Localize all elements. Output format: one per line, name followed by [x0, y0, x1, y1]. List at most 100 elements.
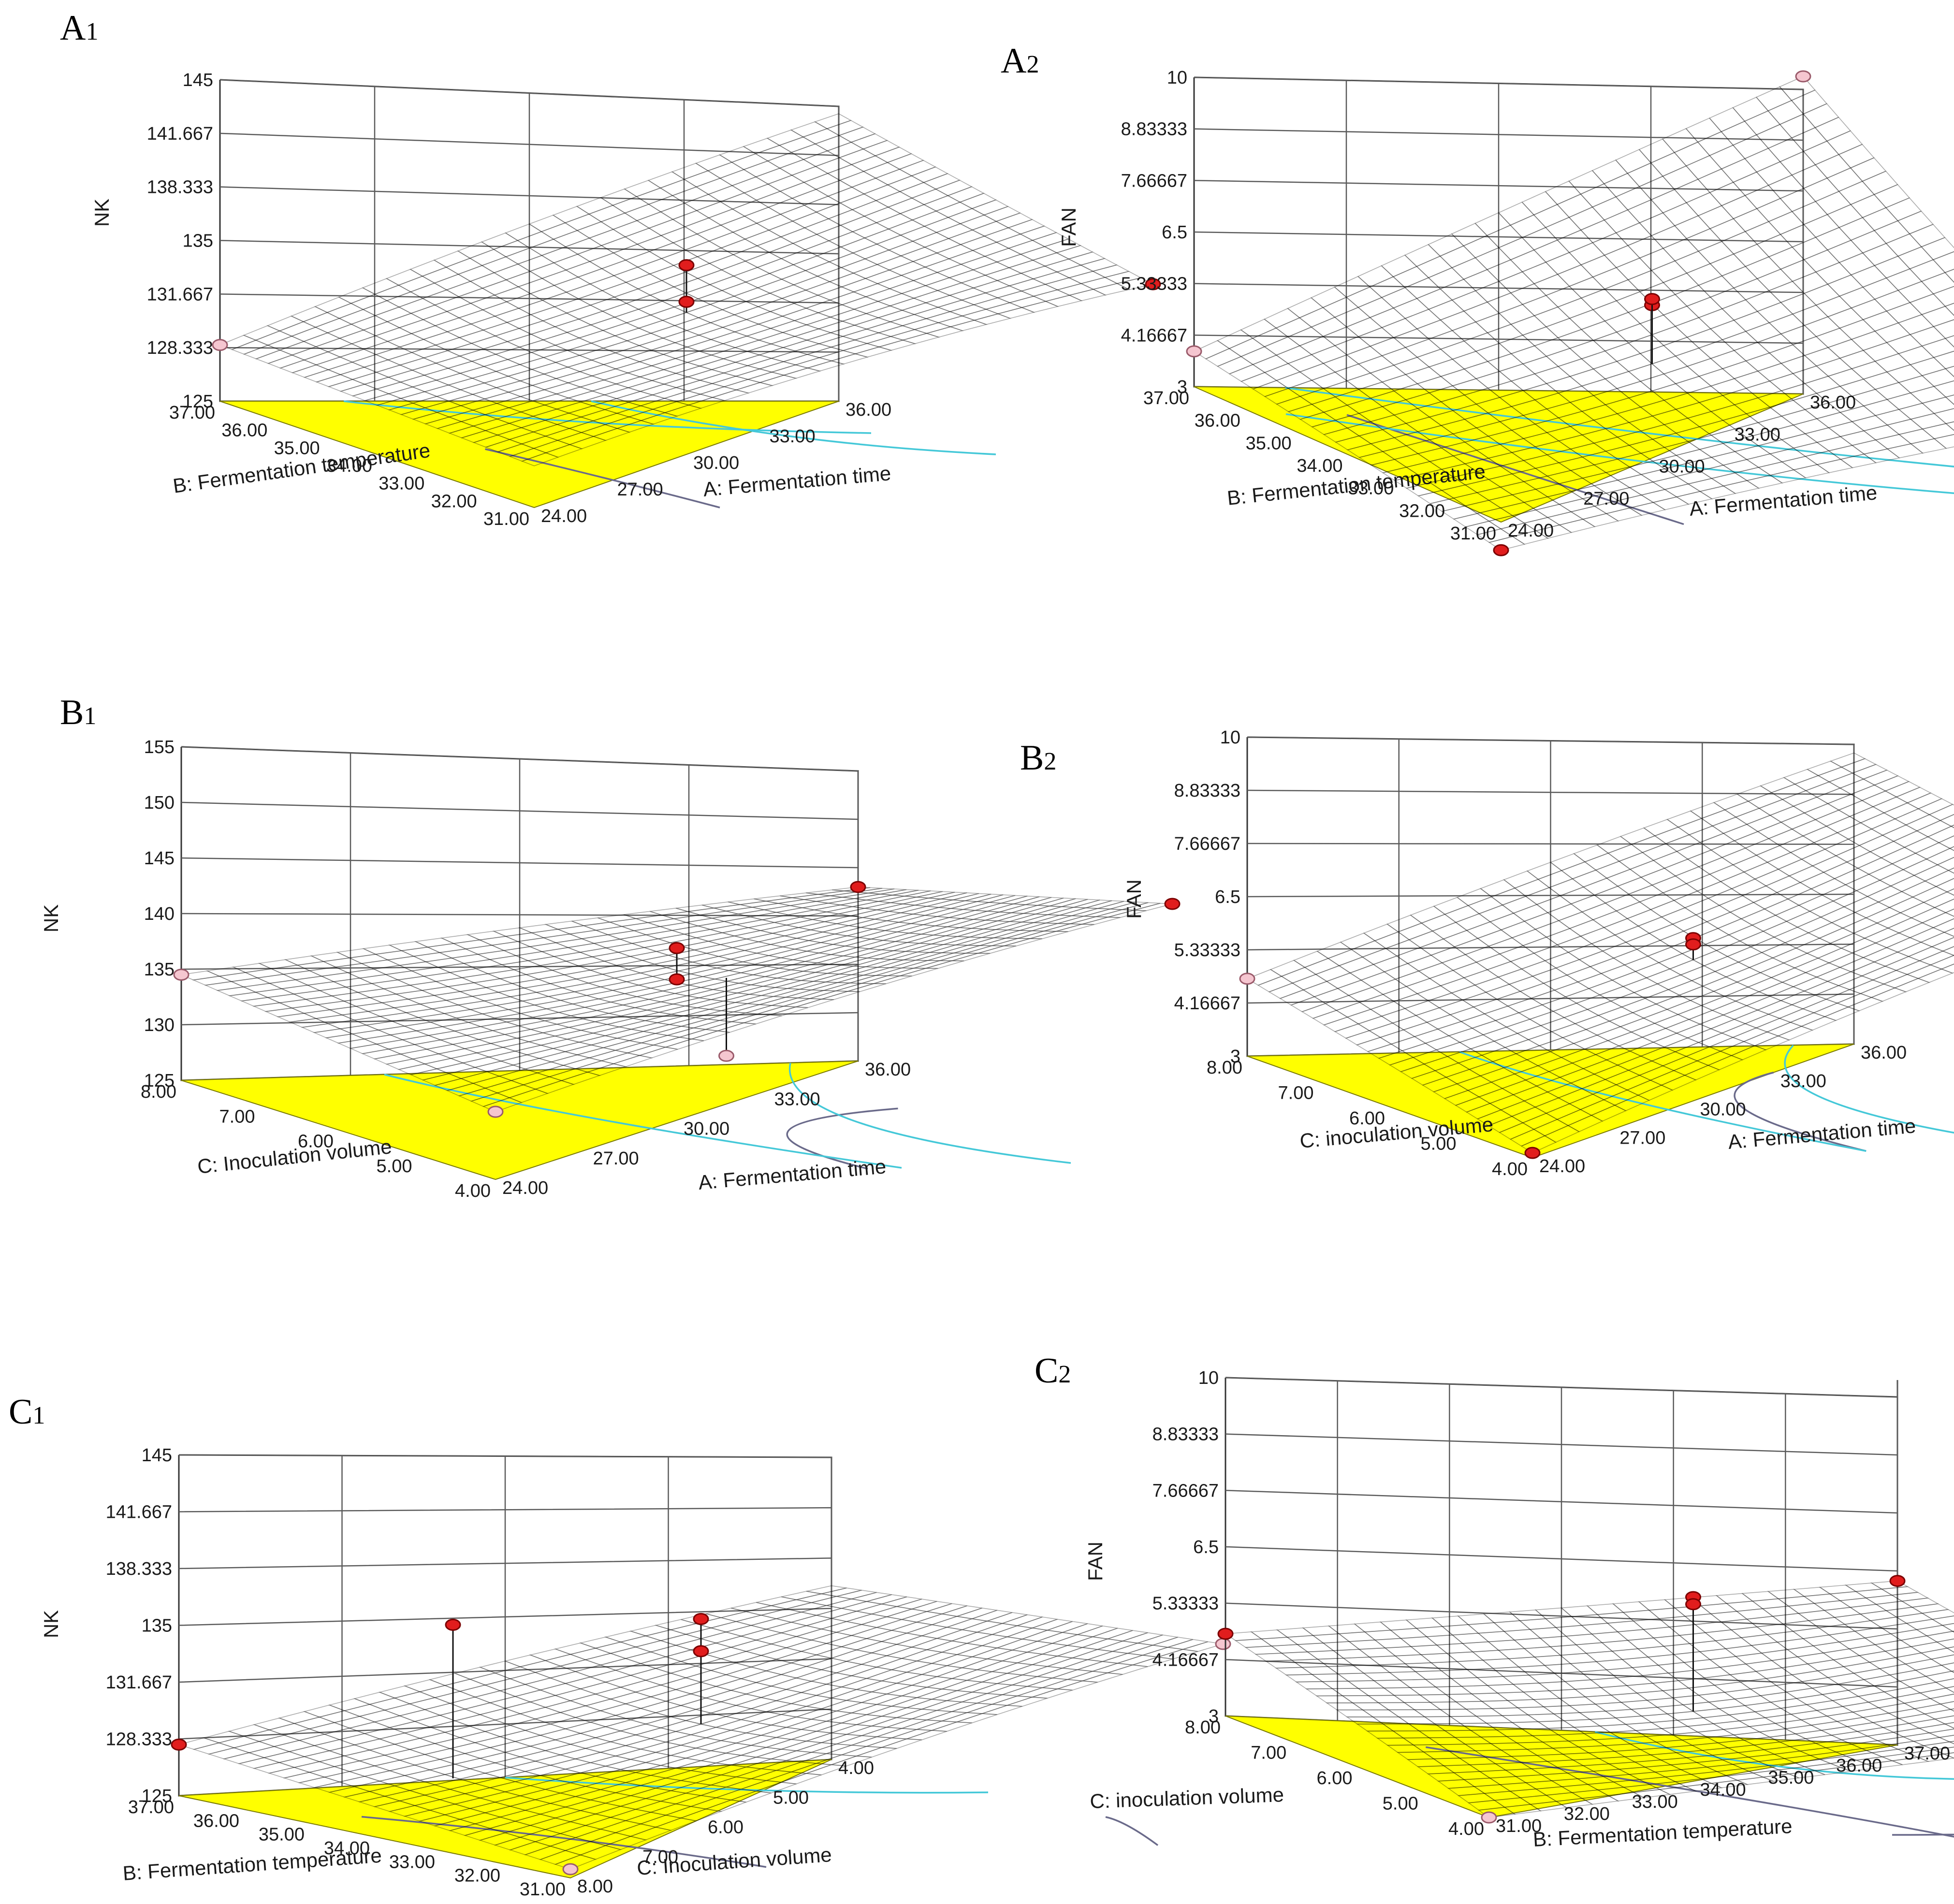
surface-cell — [362, 321, 401, 336]
surface-cell — [350, 1030, 392, 1040]
surface-cell — [1370, 390, 1407, 407]
surface-cell — [1323, 405, 1360, 421]
surface-cell — [283, 1772, 326, 1784]
surface-cell — [826, 142, 864, 159]
surface-cell — [303, 351, 341, 365]
surface-cell — [840, 278, 879, 292]
surface-cell — [877, 959, 916, 968]
surface-cell — [766, 897, 804, 904]
surface-cell — [890, 959, 928, 969]
panel-c1: C1 125128.333131.667135138.333141.667145… — [9, 1392, 1231, 1900]
surface-cell — [1851, 361, 1888, 380]
surface-cell — [686, 383, 726, 395]
surface-cell — [936, 282, 975, 296]
surface-cell — [843, 948, 882, 958]
surface-cell — [509, 1718, 552, 1731]
surface-cell — [1334, 276, 1371, 298]
surface-cell — [576, 197, 614, 215]
surface-cell — [953, 893, 992, 901]
surface-cell — [568, 420, 607, 433]
surface-cell — [505, 247, 543, 265]
surface-cell — [483, 376, 522, 388]
surface-cell — [647, 171, 685, 189]
surface-cell — [929, 891, 967, 900]
surface-cell — [721, 1003, 760, 1013]
surface-cell — [464, 1702, 507, 1715]
surface-cell — [979, 937, 1019, 946]
surface-cell — [1082, 1672, 1123, 1683]
surface-cell — [348, 1765, 392, 1777]
surface-cell — [996, 254, 1034, 268]
floor-contour-line — [1784, 1045, 1954, 1134]
surface-cell — [1084, 908, 1123, 917]
surface-cell — [1827, 240, 1864, 263]
surface-cell — [1358, 381, 1395, 399]
surface-cell — [673, 334, 713, 348]
surface-cell — [648, 219, 686, 236]
surface-cell — [603, 1040, 642, 1051]
surface-cell — [1510, 373, 1547, 391]
surface-cell — [770, 1006, 808, 1017]
surface-cell — [411, 379, 450, 392]
surface-cell — [698, 327, 736, 340]
surface-cell — [385, 269, 423, 286]
surface-cell — [298, 1776, 341, 1788]
surface-cell — [1381, 287, 1418, 309]
surface-cell — [917, 891, 955, 899]
surface-cell — [1734, 467, 1772, 481]
surface-cell — [590, 317, 628, 331]
surface-cell — [1056, 283, 1094, 296]
surface-cell — [468, 1017, 507, 1027]
surface-cell — [1511, 468, 1548, 482]
surface-cell — [912, 232, 950, 248]
surface-cell — [494, 328, 532, 342]
surface-cell — [835, 983, 874, 992]
surface-cell — [519, 1707, 562, 1720]
surface-cell — [1863, 371, 1900, 390]
surface-cell — [911, 916, 949, 925]
surface-cell — [999, 904, 1038, 914]
surface-cell — [544, 412, 583, 425]
surface-cell — [636, 211, 674, 229]
surface-cell — [710, 331, 748, 344]
surface-cell — [1791, 127, 1828, 152]
surface-cell — [1513, 904, 1549, 922]
surface-cell — [1560, 861, 1597, 880]
surface-cell — [708, 935, 747, 945]
surface-cell — [1933, 350, 1954, 369]
surface-cell — [1739, 1678, 1778, 1690]
surface-cell — [440, 934, 481, 944]
surface-cell — [368, 993, 410, 1003]
surface-cell — [362, 945, 403, 955]
surface-cell — [1108, 910, 1147, 918]
surface-cell — [1416, 349, 1454, 367]
surface-cell — [889, 280, 927, 294]
surface-cell — [1499, 945, 1535, 962]
surface-cell — [325, 1033, 366, 1044]
surface-cell — [649, 907, 688, 916]
surface-cell — [1858, 835, 1895, 852]
surface-cell — [1896, 786, 1932, 803]
left-axis-title: C: Inoculation volume — [196, 1135, 393, 1178]
surface-cell — [407, 995, 448, 1005]
surface-cell — [1046, 915, 1084, 924]
surface-cell — [504, 1701, 547, 1715]
surface-cell — [614, 376, 654, 388]
surface-cell — [1637, 1645, 1675, 1657]
surface-cell — [633, 1012, 671, 1021]
surface-cell — [1639, 314, 1677, 335]
surface-cell — [438, 1708, 481, 1721]
surface-cell — [363, 1034, 404, 1045]
surface-cell — [1646, 1697, 1684, 1708]
surface-cell — [760, 924, 799, 934]
surface-cell — [603, 402, 642, 414]
surface-cell — [947, 186, 985, 203]
surface-cell — [1072, 908, 1110, 917]
surface-cell — [453, 1667, 496, 1680]
surface-cell — [1240, 372, 1278, 390]
panel-c2: C2 34.166675.333336.57.666678.8333310FAN… — [1035, 1351, 1954, 1851]
surface-cell — [629, 1033, 668, 1044]
surface-cell — [805, 332, 845, 344]
surface-cell — [1568, 206, 1605, 231]
